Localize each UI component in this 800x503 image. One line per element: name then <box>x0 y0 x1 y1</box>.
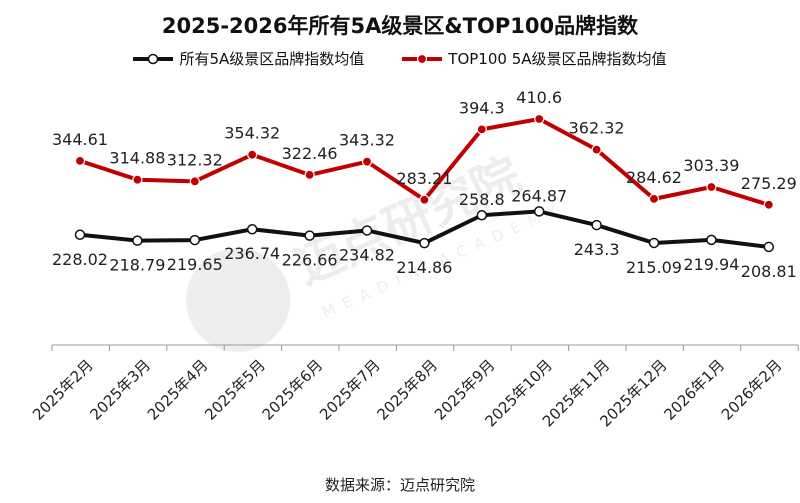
data-label-all: 215.09 <box>626 258 682 277</box>
data-point-top100 <box>476 124 487 135</box>
x-tick-label: 2026年1月 <box>660 356 728 424</box>
data-point-all <box>74 229 86 241</box>
data-point-top100 <box>419 194 430 205</box>
x-tick-label: 2025年8月 <box>373 356 441 424</box>
data-point-top100 <box>706 181 717 193</box>
data-point-all <box>763 241 775 253</box>
data-label-top100: 362.32 <box>569 119 625 138</box>
x-tick-label: 2025年7月 <box>316 356 384 424</box>
data-label-top100: 312.32 <box>167 150 223 169</box>
legend-label-top100: TOP100 5A级景区品牌指数均值 <box>448 50 667 68</box>
x-tick-label: 2025年5月 <box>201 356 269 424</box>
data-label-top100: 284.62 <box>626 168 682 187</box>
data-point-all <box>132 235 143 246</box>
legend-swatch-all <box>133 53 174 64</box>
data-point-top100 <box>132 174 143 185</box>
data-label-top100: 343.32 <box>339 131 395 150</box>
data-point-top100 <box>304 169 315 180</box>
data-label-all: 218.79 <box>109 256 165 275</box>
data-label-top100: 314.88 <box>109 149 165 168</box>
data-point-top100 <box>763 199 774 210</box>
data-point-all <box>246 223 258 235</box>
legend-swatch-top100 <box>402 53 443 64</box>
data-point-all <box>591 219 602 231</box>
data-point-all <box>648 237 660 249</box>
data-point-all <box>189 234 201 246</box>
x-tick-label: 2025年2月 <box>29 356 97 424</box>
data-label-top100: 303.39 <box>683 156 739 175</box>
data-label-top100: 344.61 <box>52 130 108 149</box>
data-point-top100 <box>247 149 258 160</box>
data-label-all: 228.02 <box>52 250 108 269</box>
data-point-all <box>419 237 430 249</box>
data-label-all: 219.65 <box>167 255 223 274</box>
data-label-all: 208.81 <box>741 262 797 281</box>
data-label-top100: 354.32 <box>224 124 280 143</box>
legend-item-all: 所有5A级景区品牌指数均值 <box>133 48 364 69</box>
data-point-top100 <box>534 113 545 125</box>
data-point-all <box>476 209 488 221</box>
data-label-all: 226.66 <box>282 251 338 270</box>
x-tick-label: 2025年6月 <box>259 356 327 424</box>
chart-title: 2025-2026年所有5A级景区&TOP100品牌指数 <box>161 14 639 38</box>
data-label-all: 236.74 <box>224 244 280 263</box>
source-note: 数据来源：迈点研究院 <box>324 476 475 494</box>
data-label-all: 264.87 <box>511 186 567 205</box>
data-label-all: 219.94 <box>683 255 739 274</box>
data-point-top100 <box>189 176 200 187</box>
x-tick-label: 2025年3月 <box>86 356 154 424</box>
data-point-top100 <box>74 155 86 166</box>
data-point-top100 <box>591 144 602 155</box>
data-label-top100: 275.29 <box>741 174 797 193</box>
data-label-all: 258.8 <box>459 190 505 209</box>
data-label-top100: 394.3 <box>459 98 505 117</box>
data-label-top100: 322.46 <box>282 144 338 163</box>
x-tick-label: 2026年2月 <box>718 356 786 424</box>
x-tick-label: 2025年4月 <box>144 356 212 424</box>
watermark-logo <box>186 248 290 352</box>
data-point-all <box>361 225 373 236</box>
data-point-top100 <box>361 156 373 167</box>
data-point-all <box>706 234 717 246</box>
legend: 所有5A级景区品牌指数均值 TOP100 5A级景区品牌指数均值 <box>0 48 800 69</box>
legend-label-all: 所有5A级景区品牌指数均值 <box>179 50 365 68</box>
data-label-top100: 283.21 <box>396 169 452 188</box>
data-label-all: 243.3 <box>574 240 620 259</box>
data-point-top100 <box>648 193 660 204</box>
data-label-all: 214.86 <box>396 258 452 277</box>
data-label-all: 234.82 <box>339 245 395 264</box>
data-label-top100: 410.6 <box>516 88 562 107</box>
legend-item-top100: TOP100 5A级景区品牌指数均值 <box>402 48 667 69</box>
data-point-all <box>304 230 315 241</box>
data-point-all <box>533 206 545 217</box>
